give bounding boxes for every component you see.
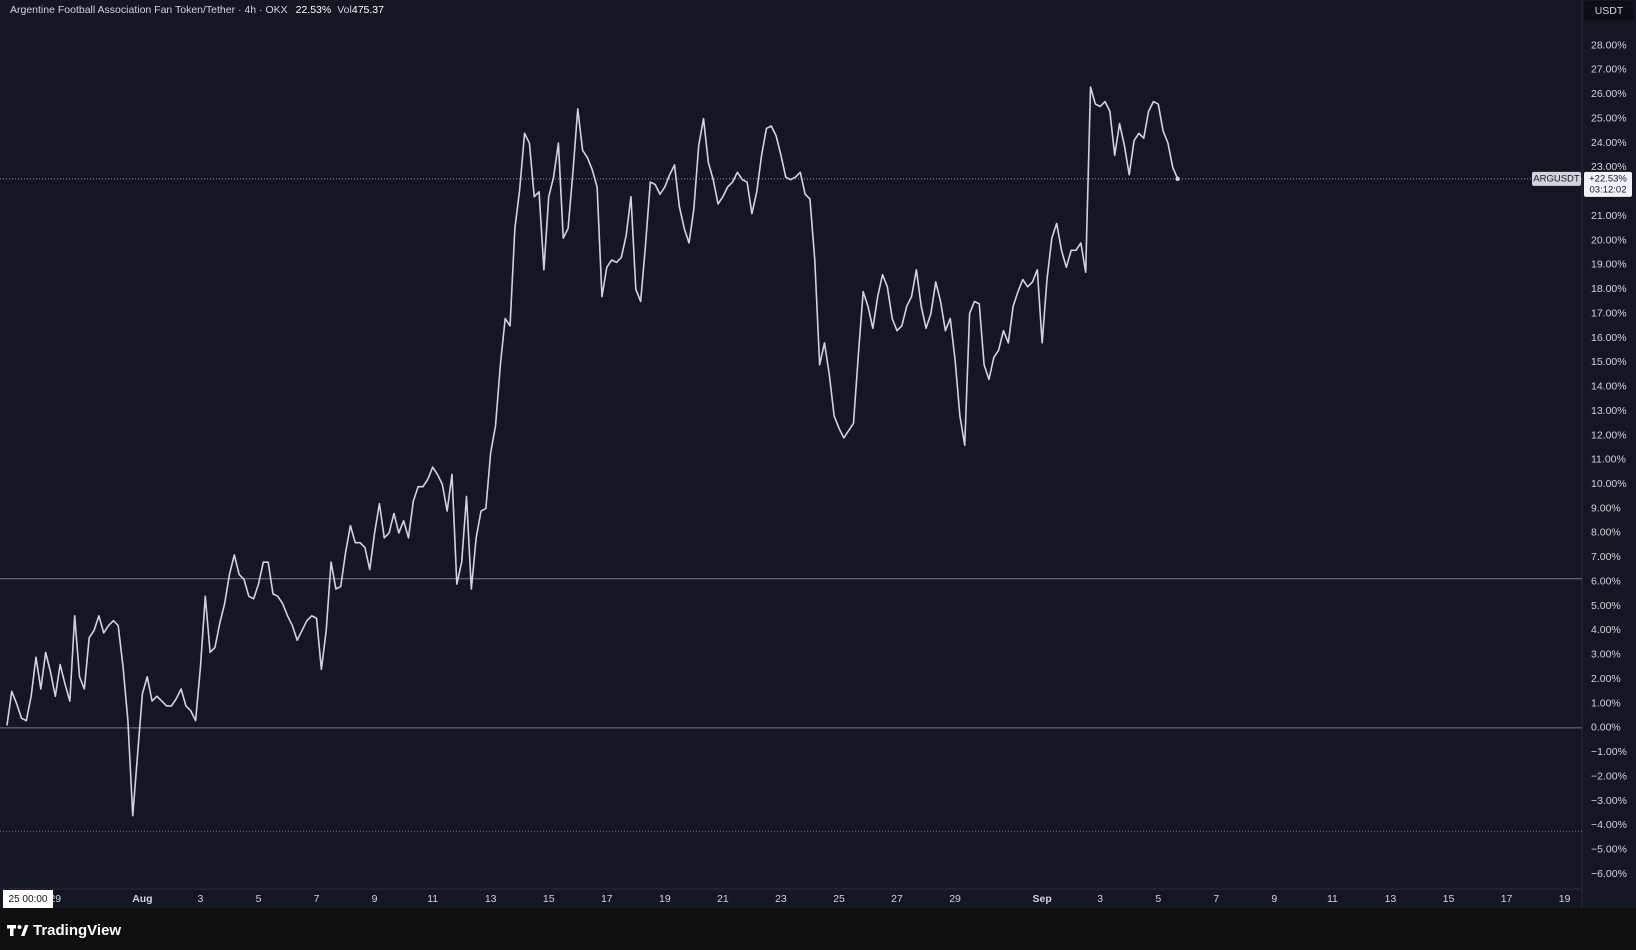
y-tick-label: 19.00% xyxy=(1591,259,1627,271)
logo-part xyxy=(17,925,22,929)
x-tick-label: 3 xyxy=(198,893,204,905)
x-tick-label: 17 xyxy=(601,893,613,905)
y-tick-label: 27.00% xyxy=(1591,64,1627,76)
cursor-time: 25 00:00 xyxy=(9,894,48,905)
x-tick-label: 13 xyxy=(485,893,497,905)
x-tick-label: 19 xyxy=(659,893,671,905)
y-tick-label: 21.00% xyxy=(1591,210,1627,222)
y-tick-label: 2.00% xyxy=(1591,673,1621,685)
countdown: 03:12:02 xyxy=(1590,184,1627,195)
y-tick-label: 1.00% xyxy=(1591,697,1621,709)
chart-background xyxy=(0,0,1636,908)
y-tick-label: 13.00% xyxy=(1591,405,1627,417)
y-tick-label: 9.00% xyxy=(1591,502,1621,514)
symbol-title: Argentine Football Association Fan Token… xyxy=(10,4,288,16)
x-tick-label: Sep xyxy=(1033,893,1052,905)
x-tick-label: 23 xyxy=(775,893,787,905)
logo xyxy=(7,925,29,936)
x-tick-label: 3 xyxy=(1097,893,1103,905)
y-tick-label: 0.00% xyxy=(1591,722,1621,734)
x-tick-label: 11 xyxy=(1327,893,1338,905)
x-tick-label: 11 xyxy=(427,893,438,905)
x-tick-label: 17 xyxy=(1501,893,1513,905)
header: Argentine Football Association Fan Token… xyxy=(10,4,384,16)
y-tick-label: 5.00% xyxy=(1591,600,1621,612)
y-tick-label: 18.00% xyxy=(1591,283,1627,295)
change: 22.53% xyxy=(296,4,332,16)
x-tick-label: Aug xyxy=(132,893,152,905)
currency-box[interactable] xyxy=(1584,1,1634,20)
y-tick-label: −4.00% xyxy=(1591,819,1627,831)
volume: 475.37 xyxy=(352,4,384,16)
y-tick-label: −1.00% xyxy=(1591,746,1627,758)
y-tick-label: 12.00% xyxy=(1591,429,1627,441)
x-tick-label: 7 xyxy=(1213,893,1219,905)
x-tick-label: 5 xyxy=(256,893,262,905)
y-tick-label: 23.00% xyxy=(1591,161,1627,173)
x-tick-label: 29 xyxy=(949,893,961,905)
y-tick-label: −6.00% xyxy=(1591,868,1627,880)
x-tick-label: 7 xyxy=(314,893,320,905)
price-series xyxy=(6,86,1179,817)
x-tick-label: 29 xyxy=(49,893,61,905)
x-tick-label: 15 xyxy=(1443,893,1455,905)
x-tick-label: 5 xyxy=(1155,893,1161,905)
symbol-label: ARGUSDT xyxy=(1533,173,1580,184)
x-tick-label: 9 xyxy=(1271,893,1277,905)
y-tick-label: −5.00% xyxy=(1591,844,1627,856)
logo-part xyxy=(21,925,29,936)
y-tick-label: 16.00% xyxy=(1591,332,1627,344)
plot-layer xyxy=(0,86,1582,832)
y-tick-label: 24.00% xyxy=(1591,137,1627,149)
price-label-box xyxy=(1584,171,1632,197)
price-label: +22.53% xyxy=(1589,173,1627,184)
y-tick-label: 25.00% xyxy=(1591,112,1627,124)
logo-part xyxy=(10,925,14,936)
x-tick-label: 21 xyxy=(717,893,729,905)
x-tick-label: 27 xyxy=(891,893,903,905)
y-tick-label: 10.00% xyxy=(1591,478,1627,490)
y-tick-label: 15.00% xyxy=(1591,356,1627,368)
x-tick-label: 9 xyxy=(372,893,378,905)
y-tick-label: 11.00% xyxy=(1591,454,1626,466)
symbol-label-box xyxy=(1532,171,1581,186)
x-tick-label: 13 xyxy=(1385,893,1397,905)
brand[interactable]: TradingView xyxy=(33,922,121,939)
y-tick-label: 6.00% xyxy=(1591,575,1621,587)
y-tick-label: 20.00% xyxy=(1591,234,1627,246)
y-tick-label: 28.00% xyxy=(1591,39,1627,51)
y-tick-label: −3.00% xyxy=(1591,795,1627,807)
y-tick-label: 17.00% xyxy=(1591,307,1627,319)
y-tick-label: −2.00% xyxy=(1591,770,1627,782)
y-tick-label: 3.00% xyxy=(1591,649,1621,661)
x-tick-label: 15 xyxy=(543,893,555,905)
x-tick-label: 19 xyxy=(1559,893,1571,905)
x-tick-label: 25 xyxy=(833,893,845,905)
y-tick-label: 14.00% xyxy=(1591,381,1627,393)
footer-bar xyxy=(0,908,1636,950)
y-tick-label: 8.00% xyxy=(1591,527,1621,539)
y-tick-label: 4.00% xyxy=(1591,624,1621,636)
cursor-time-box xyxy=(3,890,53,908)
y-tick-label: 7.00% xyxy=(1591,551,1621,563)
vol-label: Vol xyxy=(337,4,352,16)
last-point xyxy=(1175,176,1180,182)
y-tick-label: 26.00% xyxy=(1591,88,1627,100)
currency[interactable]: USDT xyxy=(1595,5,1624,17)
